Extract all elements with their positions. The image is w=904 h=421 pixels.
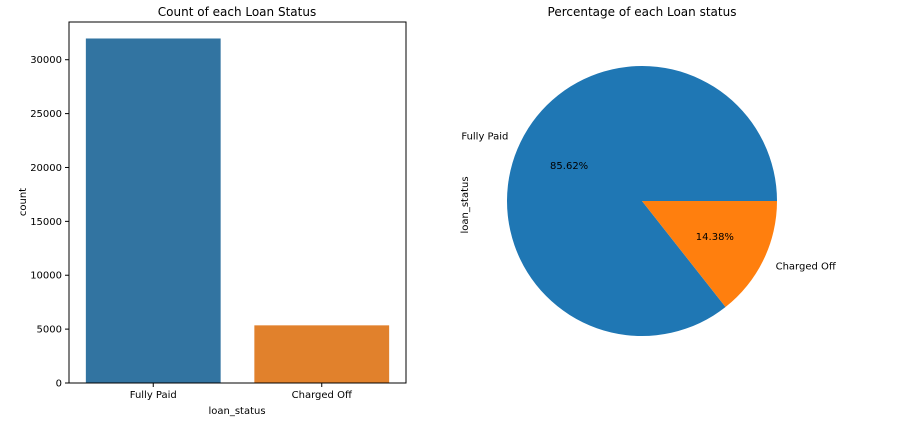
y-tick-label: 25000 — [30, 109, 62, 120]
bar-x-axis-label: loan_status — [208, 406, 265, 417]
pie-series — [507, 65, 777, 336]
pie-percent-label: 14.38% — [696, 232, 734, 243]
y-tick-label: 30000 — [30, 55, 62, 66]
bar-fully-paid — [85, 38, 221, 384]
bar-x-axis: Fully Paid Charged Off — [130, 383, 353, 401]
bar-plot-frame — [68, 21, 407, 384]
bar-y-axis-label: count — [18, 188, 29, 216]
pie-category-label: Charged Off — [776, 261, 837, 272]
x-tick-label: Charged Off — [292, 390, 353, 401]
bar-y-axis: 0 5000 10000 15000 20000 25000 30000 — [30, 55, 69, 390]
pie-chart-title: Percentage of each Loan status — [548, 5, 737, 19]
pie-slice-fully-paid — [507, 65, 777, 336]
bar-series — [85, 38, 390, 384]
bar-chart: Count of each Loan Status 0 5000 10000 1500… — [18, 5, 407, 417]
y-tick-label: 0 — [56, 379, 62, 390]
bar-chart-title: Count of each Loan Status — [158, 5, 316, 19]
pie-percent-label: 85.62% — [550, 161, 588, 172]
y-tick-label: 5000 — [37, 325, 62, 336]
pie-category-label: Fully Paid — [461, 132, 508, 143]
pie-slice-charged-off — [642, 201, 777, 308]
y-tick-label: 15000 — [30, 217, 62, 228]
pie-chart: Percentage of each Loan status Fully Pai… — [460, 5, 837, 336]
x-tick-label: Fully Paid — [130, 390, 177, 401]
pie-y-axis-label: loan_status — [460, 176, 471, 233]
bar-plot-area: 0 5000 10000 15000 20000 25000 30000 Fully Pai… — [30, 21, 407, 401]
y-tick-label: 20000 — [30, 163, 62, 174]
bar-charged-off — [254, 325, 390, 383]
pie-labels: Fully Paid 85.62% Charged Off 14.38% — [461, 132, 837, 273]
y-tick-label: 10000 — [30, 271, 62, 282]
